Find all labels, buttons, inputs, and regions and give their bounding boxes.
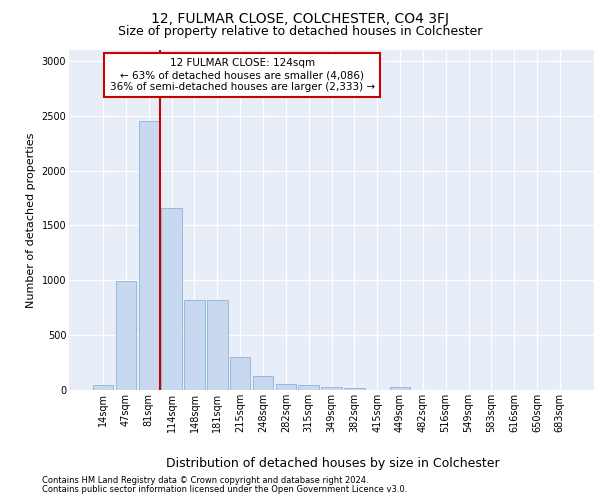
Bar — [321, 386, 342, 390]
Text: Contains public sector information licensed under the Open Government Licence v3: Contains public sector information licen… — [42, 485, 407, 494]
Text: Distribution of detached houses by size in Colchester: Distribution of detached houses by size … — [166, 458, 500, 470]
Bar — [390, 386, 410, 390]
Bar — [275, 384, 296, 390]
Bar — [207, 300, 227, 390]
Text: Size of property relative to detached houses in Colchester: Size of property relative to detached ho… — [118, 25, 482, 38]
Bar — [230, 357, 250, 390]
Bar — [116, 282, 136, 390]
Bar — [93, 384, 113, 390]
Bar — [253, 376, 273, 390]
Bar — [161, 208, 182, 390]
Text: 12, FULMAR CLOSE, COLCHESTER, CO4 3FJ: 12, FULMAR CLOSE, COLCHESTER, CO4 3FJ — [151, 12, 449, 26]
Bar — [184, 300, 205, 390]
Text: Contains HM Land Registry data © Crown copyright and database right 2024.: Contains HM Land Registry data © Crown c… — [42, 476, 368, 485]
Text: 12 FULMAR CLOSE: 124sqm
← 63% of detached houses are smaller (4,086)
36% of semi: 12 FULMAR CLOSE: 124sqm ← 63% of detache… — [110, 58, 375, 92]
Y-axis label: Number of detached properties: Number of detached properties — [26, 132, 36, 308]
Bar — [139, 122, 159, 390]
Bar — [344, 388, 365, 390]
Bar — [298, 384, 319, 390]
